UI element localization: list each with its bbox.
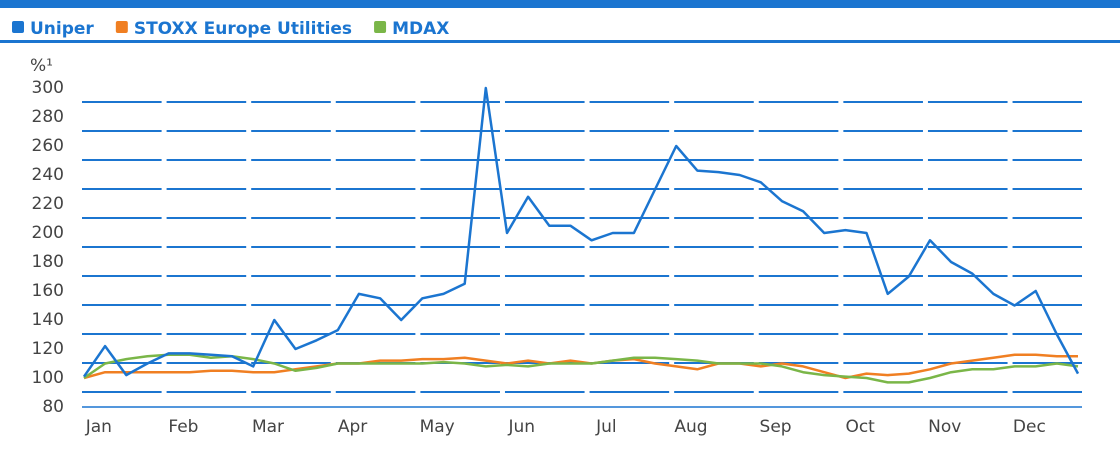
x-tick-label: Apr xyxy=(338,417,367,437)
legend-swatch xyxy=(115,21,128,33)
y-tick-label: 120 xyxy=(32,339,64,359)
x-tick-label: Nov xyxy=(928,417,961,437)
x-tick-label: May xyxy=(420,417,455,437)
y-tick-label: 300 xyxy=(32,78,64,98)
y-tick-label: 220 xyxy=(32,194,64,214)
header-band xyxy=(0,0,1120,8)
x-tick-label: Oct xyxy=(845,417,875,437)
y-tick-label: 200 xyxy=(32,223,64,243)
legend-swatch xyxy=(374,21,387,33)
legend-label: STOXX Europe Utilities xyxy=(134,19,352,39)
x-tick-label: Dec xyxy=(1013,417,1046,437)
x-tick-label: Jul xyxy=(595,417,617,437)
legend-label: Uniper xyxy=(30,19,94,39)
y-tick-label: 80 xyxy=(42,397,64,417)
y-tick-label: 260 xyxy=(32,136,64,156)
x-tick-label: Feb xyxy=(168,417,198,437)
series-line xyxy=(83,353,1079,384)
y-tick-label: 100 xyxy=(32,368,64,388)
y-tick-label: 160 xyxy=(32,281,64,301)
x-tick-label: Sep xyxy=(760,417,792,437)
y-tick-label: 280 xyxy=(32,107,64,127)
legend: Uniper STOXX Europe Utilities MDAX xyxy=(12,19,449,39)
series-line xyxy=(83,353,1078,380)
series-line xyxy=(82,86,1080,378)
x-tick-label: Jun xyxy=(508,417,536,437)
y-tick-label: 240 xyxy=(32,165,64,185)
y-tick-label: 140 xyxy=(32,310,64,330)
legend-swatch xyxy=(12,21,24,33)
legend-label: MDAX xyxy=(392,19,449,39)
x-tick-label: Aug xyxy=(674,417,707,437)
x-tick-label: Jan xyxy=(85,417,112,437)
x-tick-label: Mar xyxy=(252,417,284,437)
y-tick-label: 180 xyxy=(32,252,64,272)
header-rule xyxy=(0,40,1120,43)
y-unit: %¹ xyxy=(30,56,53,76)
